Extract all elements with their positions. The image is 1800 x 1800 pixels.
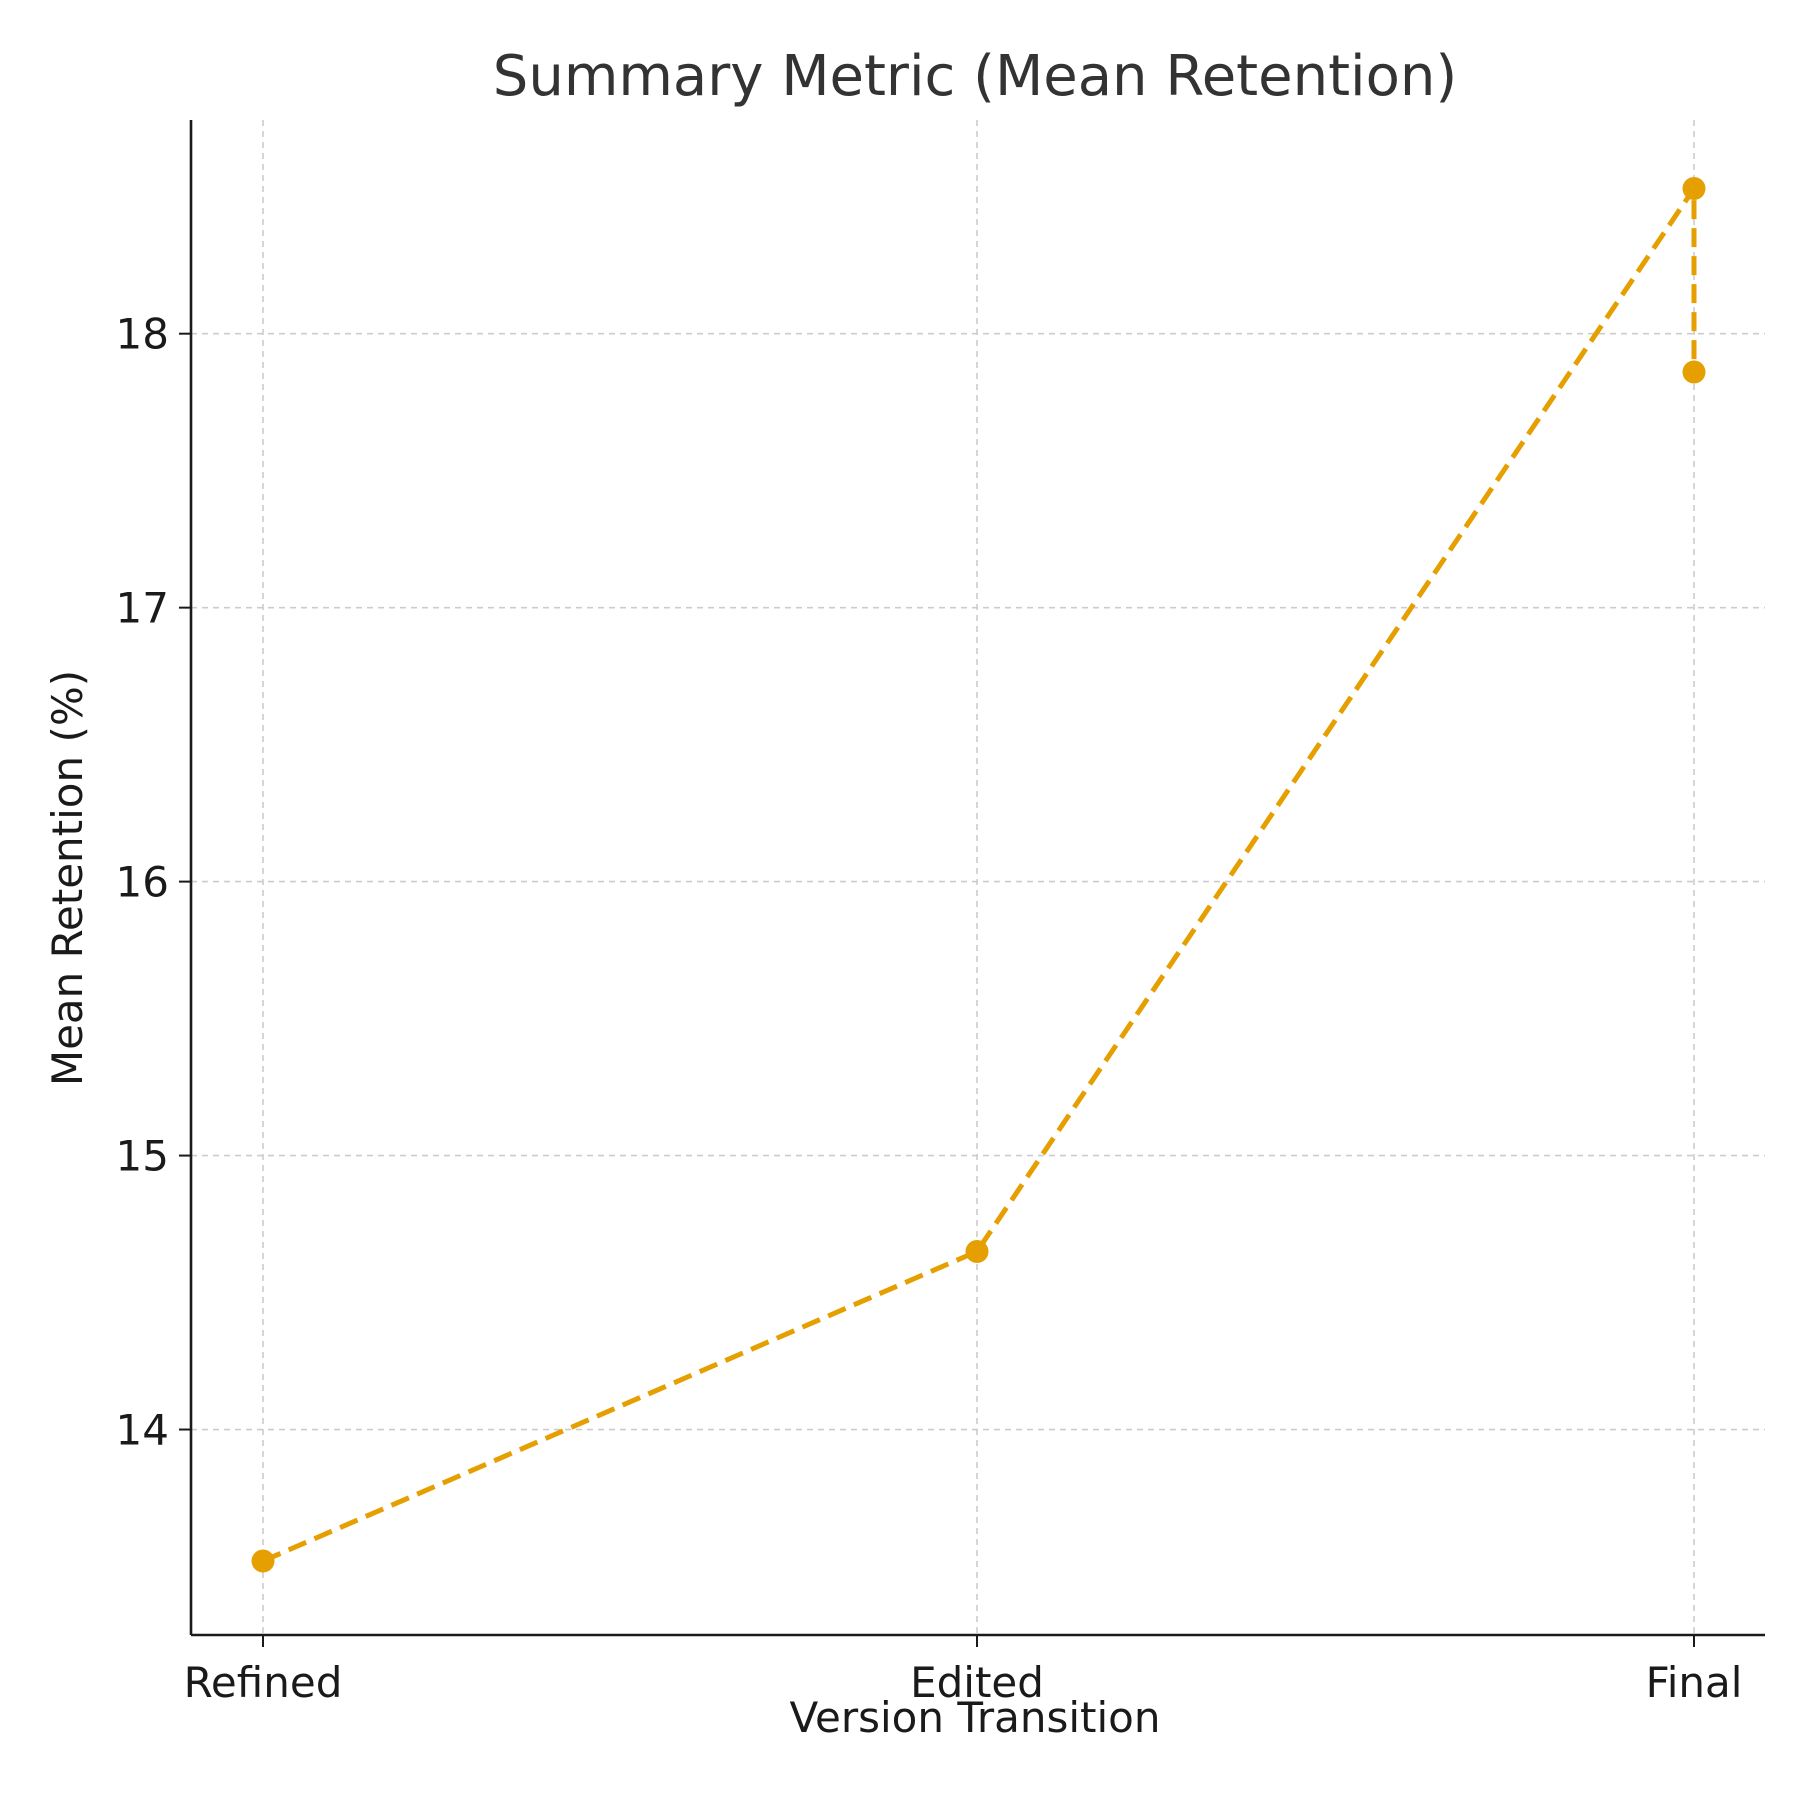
series-line: [262, 185, 1697, 1564]
y-tick-label: 18: [116, 310, 169, 359]
x-tick-label: Final: [1646, 1658, 1743, 1707]
y-tick-label: 15: [116, 1132, 169, 1181]
axes-frame: [189, 120, 1765, 1637]
data-point: [251, 1549, 275, 1573]
x-tick-label: Refined: [184, 1658, 343, 1707]
tick-layer: Refined Edited Final 14 15 16 17 18: [116, 310, 1743, 1707]
y-tick-label: 16: [116, 858, 169, 907]
data-point: [1682, 360, 1706, 384]
data-point: [1682, 176, 1706, 200]
data-point: [965, 1239, 989, 1263]
y-tick-label: 17: [116, 584, 169, 633]
grid-layer: [191, 120, 1765, 1635]
x-tick-label: Edited: [910, 1658, 1044, 1707]
series-layer: [251, 176, 1706, 1573]
x-axis-label: Version Transition: [790, 1693, 1161, 1742]
y-tick-label: 14: [116, 1406, 169, 1455]
y-axis-label: Mean Retention (%): [43, 670, 92, 1086]
chart-title: Summary Metric (Mean Retention): [493, 44, 1457, 109]
